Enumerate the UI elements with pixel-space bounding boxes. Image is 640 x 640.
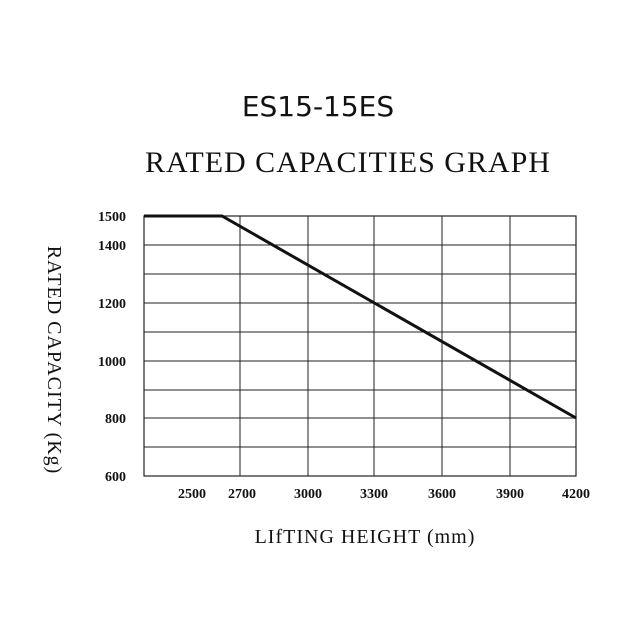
x-axis-label: LIfTING HEIGHT (mm)	[255, 526, 476, 548]
y-tick-labels: 600 800 1000 1200 1400 1500	[98, 210, 126, 485]
y-tick-label: 800	[105, 412, 126, 427]
chart-title: ES15-15ES	[242, 90, 394, 123]
y-tick-label: 1200	[98, 297, 126, 312]
x-tick-labels: 2500 2700 3000 3300 3600 3900 4200	[178, 487, 590, 502]
series-layer	[144, 214, 577, 420]
y-axis-label: RATED CAPACITY (Kg)	[43, 246, 65, 475]
y-tick-label: 600	[105, 470, 126, 485]
x-tick-label: 3300	[360, 487, 388, 502]
x-tick-label: 2700	[228, 487, 256, 502]
x-tick-label: 3600	[428, 487, 456, 502]
plot-frame	[143, 215, 577, 477]
x-tick-label: 2500	[178, 487, 206, 502]
x-tick-label: 4200	[562, 487, 590, 502]
chart-subtitle: RATED CAPACITIES GRAPH	[145, 146, 551, 179]
y-tick-label: 1400	[98, 239, 126, 254]
series-line-0	[144, 214, 577, 420]
grid	[143, 215, 577, 477]
x-tick-label: 3000	[294, 487, 322, 502]
y-tick-label: 1500	[98, 210, 126, 225]
y-tick-label: 1000	[98, 355, 126, 370]
x-tick-label: 3900	[496, 487, 524, 502]
